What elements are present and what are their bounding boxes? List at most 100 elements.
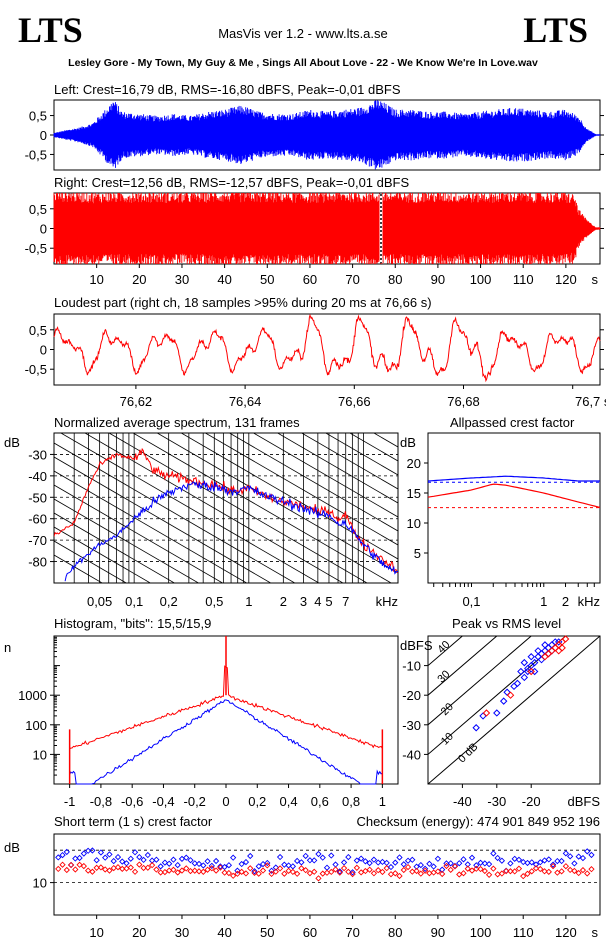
short_term_crest-point-left	[532, 861, 540, 868]
short_term_crest-point-left	[485, 860, 493, 868]
peak_vs_rms-diagonal	[428, 636, 567, 756]
short_term_crest-point-right	[588, 866, 595, 873]
short_term_crest-point-left	[153, 856, 160, 863]
short_term_crest-point-left	[515, 856, 523, 863]
short_term_crest-point-left	[511, 855, 518, 862]
loudest_part-signal	[53, 313, 601, 383]
short_term_crest-point-right	[268, 870, 275, 878]
allpassed_crest-ytick: 20	[407, 456, 421, 471]
short_term_crest-point-left	[200, 862, 207, 869]
avg_spectrum-grid	[53, 433, 399, 583]
short_term_crest-point-left	[379, 858, 386, 866]
right_waveform-xunit: s	[592, 272, 599, 287]
short_term_crest-annotation: Checksum (energy): 474 901 849 952 196	[356, 814, 600, 829]
short_term_crest-point-left	[131, 849, 139, 856]
short_term_crest-point-left	[481, 860, 488, 867]
short_term_crest-point-right	[276, 865, 284, 872]
short_term_crest-point-right	[204, 866, 211, 873]
avg_spectrum-slope-line	[228, 433, 398, 532]
short_term_crest-point-right	[140, 864, 147, 872]
allpassed_crest-xtick-label: 1	[540, 594, 547, 609]
avg_spectrum-xtick-label: 0,5	[205, 594, 223, 609]
short_term_crest-point-right	[89, 868, 96, 875]
short_term_crest-point-left	[447, 860, 454, 867]
short_term_crest-point-right	[170, 866, 177, 873]
avg_spectrum-xunit: kHz	[376, 594, 398, 609]
short_term_crest-point-right	[328, 868, 335, 876]
avg_spectrum-slope-line	[54, 512, 176, 583]
short_term_crest-point-right	[366, 866, 373, 873]
short_term_crest-point-left	[302, 852, 309, 860]
short_term_crest-point-left	[421, 865, 429, 872]
histogram-xtick-label: 0,4	[280, 794, 298, 809]
short_term_crest-point-left	[426, 860, 433, 867]
short_term_crest-point-left	[490, 850, 497, 857]
short_term_crest-point-right	[110, 864, 117, 872]
loudest_part-ytick: -0,5	[25, 362, 47, 377]
short_term_crest-point-right	[571, 867, 578, 875]
app-title: MasVis ver 1.2 - www.lts.a.se	[218, 26, 388, 41]
short_term_crest-point-left	[315, 850, 322, 858]
short_term_crest-point-right	[200, 868, 207, 875]
logo-left: LTS	[18, 10, 83, 50]
short_term_crest-point-right	[55, 865, 62, 873]
short_term_crest-point-left	[106, 851, 113, 858]
short_term_crest-point-left	[187, 857, 194, 864]
short_term_crest-point-left	[366, 859, 373, 867]
short_term_crest-point-right	[379, 868, 386, 876]
peak_vs_rms-point-right	[551, 644, 559, 652]
short_term_crest-point-left	[234, 867, 241, 874]
avg_spectrum-frame	[53, 432, 399, 584]
short_term_crest-point-left	[230, 854, 237, 861]
short_term_crest-point-right	[302, 867, 309, 874]
avg_spectrum-slope-line	[156, 433, 398, 574]
allpassed_crest-ylabel: dB	[400, 435, 416, 450]
short_term_crest-point-right	[144, 864, 151, 871]
short_term_crest-point-left	[400, 861, 407, 868]
short_term_crest-point-left	[396, 854, 403, 861]
right_waveform-ytick: -0,5	[25, 241, 47, 256]
short_term_crest-point-right	[251, 869, 258, 876]
peak_vs_rms-point-right	[482, 709, 491, 717]
loudest_part-xtick-label: 76,62	[120, 394, 153, 409]
short_term_crest-point-left	[204, 858, 211, 865]
short_term_crest-xunit: s	[592, 925, 599, 940]
short_term_crest-point-right	[353, 864, 360, 871]
histogram-ytick: 100	[25, 718, 47, 733]
peak_vs_rms-point-left	[479, 712, 487, 720]
short_term_crest-point-right	[447, 866, 454, 873]
short_term_crest-point-right	[84, 867, 92, 874]
short_term_crest-point-left	[473, 862, 480, 869]
short_term_crest-point-left	[80, 850, 87, 857]
short_term_crest-point-left	[144, 851, 151, 859]
short_term_crest-point-right	[426, 870, 433, 877]
short_term_crest-frame	[53, 833, 601, 916]
short_term_crest-xtick-label: 60	[303, 925, 317, 940]
short_term_crest-point-right	[340, 864, 348, 872]
peak_vs_rms-diagonal	[428, 636, 498, 696]
avg_spectrum-slope-line	[54, 470, 248, 583]
avg_spectrum-slope-line	[132, 433, 392, 583]
short_term_crest-point-left	[336, 868, 343, 875]
histogram-ytick: 1000	[18, 688, 47, 703]
right_waveform-xtick-label: 90	[431, 272, 445, 287]
short_term_crest-point-left	[217, 863, 224, 870]
short_term_crest-point-left	[110, 857, 117, 865]
short_term_crest-point-right	[298, 865, 305, 872]
short_term_crest-point-left	[242, 858, 250, 866]
short_term_crest-point-left	[392, 859, 399, 866]
short_term_crest-point-left	[289, 863, 297, 870]
peak_vs_rms-point-left	[534, 647, 542, 655]
short_term_crest-point-left	[264, 859, 271, 867]
short_term_crest-point-left	[507, 860, 514, 867]
short_term_crest-point-right	[494, 871, 501, 878]
avg_spectrum-ytick: -60	[28, 512, 47, 527]
histogram-series-left	[69, 699, 383, 785]
loudest_part-xtick-label: 76,66	[338, 394, 371, 409]
short_term_crest-point-right	[409, 868, 416, 875]
short_term_crest-point-right	[515, 865, 523, 872]
right_waveform-xtick-label: 110	[513, 272, 534, 287]
histogram-xtick-label: -1	[64, 794, 76, 809]
short_term_crest-point-left	[387, 863, 395, 871]
